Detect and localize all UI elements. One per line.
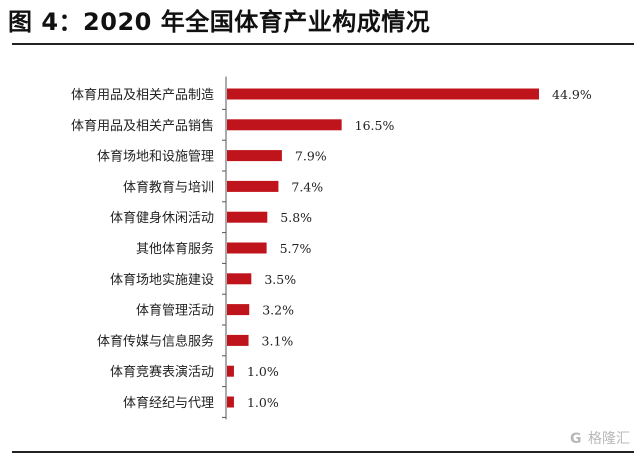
bar xyxy=(227,273,252,285)
category-label: 体育用品及相关产品制造 xyxy=(71,87,214,103)
data-label: 44.9% xyxy=(552,87,592,102)
category-label: 体育场地和设施管理 xyxy=(97,149,214,165)
bar xyxy=(227,365,234,377)
bar xyxy=(227,242,267,254)
category-label: 体育场地实施建设 xyxy=(110,272,214,288)
data-label: 5.8% xyxy=(280,210,312,225)
data-label: 1.0% xyxy=(247,364,279,379)
watermark: G 格隆汇 xyxy=(570,428,630,448)
category-label: 体育传媒与信息服务 xyxy=(97,333,214,349)
data-label: 3.5% xyxy=(264,272,296,287)
watermark-text: 格隆汇 xyxy=(588,431,630,447)
bar xyxy=(227,304,250,316)
category-label: 体育教育与培训 xyxy=(123,179,214,195)
figure-title: 图 4：2020 年全国体育产业构成情况 xyxy=(8,8,431,36)
data-label: 5.7% xyxy=(280,241,312,256)
bar xyxy=(227,150,282,162)
data-label: 3.2% xyxy=(262,303,294,318)
bottom-rule xyxy=(12,451,634,453)
bar xyxy=(227,211,268,223)
bar xyxy=(227,396,234,408)
bar xyxy=(227,119,342,131)
data-label: 16.5% xyxy=(355,118,395,133)
category-label: 体育经纪与代理 xyxy=(123,395,214,411)
category-label: 体育用品及相关产品销售 xyxy=(71,118,214,134)
category-label: 其他体育服务 xyxy=(136,241,214,257)
category-label: 体育竞赛表演活动 xyxy=(110,364,214,380)
bar xyxy=(227,88,539,100)
bar xyxy=(227,334,249,346)
top-rule xyxy=(12,43,634,45)
data-label: 3.1% xyxy=(262,333,294,348)
category-label: 体育管理活动 xyxy=(136,303,214,319)
data-label: 7.9% xyxy=(295,149,327,164)
data-label: 1.0% xyxy=(247,395,279,410)
category-label: 体育健身休闲活动 xyxy=(110,210,214,226)
bar xyxy=(227,180,279,192)
watermark-logo: G xyxy=(570,431,582,447)
data-label: 7.4% xyxy=(291,179,323,194)
